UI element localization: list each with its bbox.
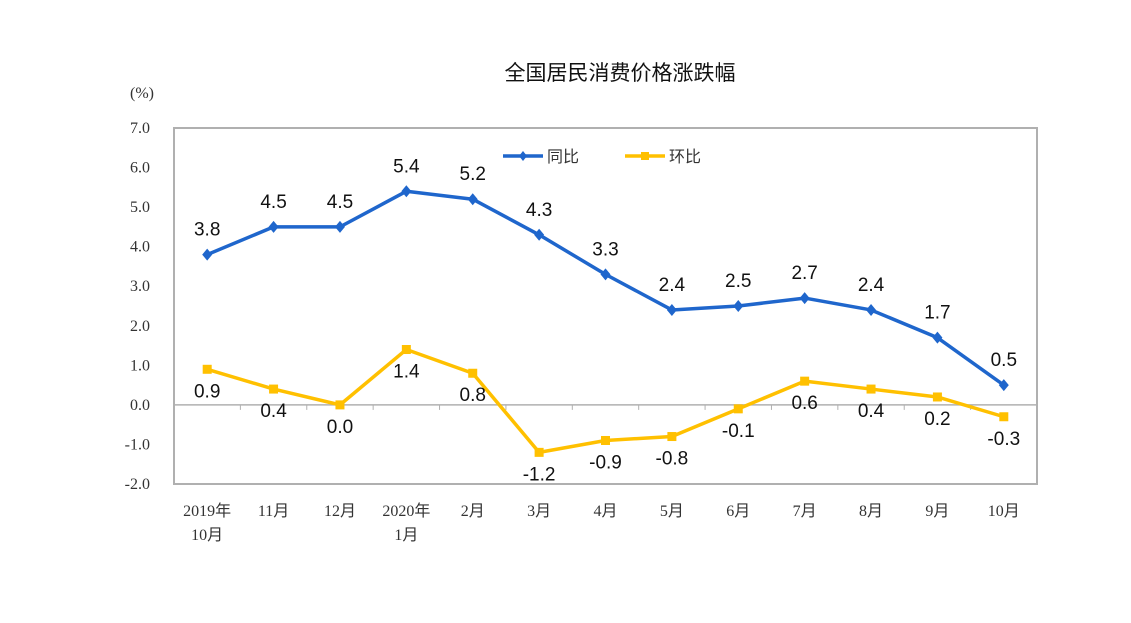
data-label: 0.2	[924, 409, 950, 430]
plot-area	[173, 127, 1038, 485]
data-point	[268, 220, 279, 233]
y-tick-label: -2.0	[125, 476, 150, 493]
data-point	[334, 220, 345, 233]
data-label: 0.4	[858, 401, 885, 422]
y-tick-label: 3.0	[130, 278, 150, 295]
x-tick-label: 11月	[258, 503, 289, 520]
data-point	[666, 303, 677, 316]
y-tick-label: 7.0	[130, 120, 150, 137]
data-point	[667, 432, 677, 442]
x-tick-label: 5月	[660, 503, 684, 520]
data-point	[534, 228, 545, 241]
data-point	[998, 379, 1009, 392]
data-label: 3.3	[592, 239, 618, 260]
data-point	[733, 404, 743, 414]
data-point	[800, 376, 810, 386]
x-tick-label: 9月	[925, 503, 949, 520]
data-label: 0.5	[991, 350, 1017, 371]
legend-marker	[641, 152, 649, 160]
data-label: 4.5	[260, 192, 286, 213]
x-tick-label: 3月	[527, 503, 551, 520]
y-tick-label: 1.0	[130, 357, 150, 374]
data-label: 0.4	[260, 401, 287, 422]
x-tick-label: 8月	[859, 503, 883, 520]
data-point	[799, 292, 810, 305]
series-line-0	[206, 189, 1005, 387]
data-label: 5.4	[393, 156, 420, 177]
data-label: -0.9	[589, 452, 622, 473]
data-point	[601, 435, 610, 445]
data-label: 5.2	[460, 164, 486, 185]
legend-label: 同比	[547, 147, 579, 166]
y-tick-label: 6.0	[130, 160, 150, 177]
data-label: 4.5	[327, 192, 353, 213]
x-tick-label: 12月	[324, 503, 356, 520]
data-label: -0.8	[656, 449, 689, 470]
data-point	[534, 447, 544, 457]
y-axis-unit: (%)	[130, 85, 154, 102]
x-tick-label: 2月	[461, 503, 485, 520]
data-label: 1.4	[393, 362, 420, 383]
data-label: 0.6	[791, 393, 817, 414]
x-tick-label: 2019年 10月	[183, 502, 231, 544]
x-tick-label: 7月	[793, 503, 817, 520]
data-point	[733, 300, 744, 312]
data-label: 0.8	[460, 385, 486, 406]
data-point	[467, 193, 478, 206]
data-label: 0.0	[327, 417, 353, 438]
y-tick-label: 2.0	[130, 318, 150, 335]
data-point	[202, 248, 213, 261]
data-label: 2.7	[791, 263, 817, 284]
data-point	[335, 400, 345, 410]
y-tick-label: 0.0	[130, 397, 150, 414]
data-point	[401, 185, 412, 198]
data-point	[866, 303, 877, 316]
data-label: -0.3	[987, 429, 1020, 450]
data-label: -0.1	[722, 421, 755, 442]
data-label: 1.7	[924, 303, 950, 324]
data-point	[269, 384, 279, 394]
x-tick-label: 6月	[726, 503, 750, 520]
data-point	[202, 364, 212, 374]
y-tick-label: -1.0	[125, 436, 150, 453]
data-label: -1.2	[523, 464, 556, 485]
data-label: 2.4	[659, 275, 686, 296]
data-label: 2.4	[858, 275, 885, 296]
x-tick-label: 2020年 1月	[382, 502, 430, 544]
data-label: 4.3	[526, 200, 552, 221]
data-point	[401, 345, 411, 355]
y-tick-label: 4.0	[130, 239, 150, 256]
data-point	[866, 384, 876, 394]
y-tick-label: 5.0	[130, 199, 150, 216]
data-point	[468, 368, 478, 378]
data-point	[932, 331, 943, 344]
legend-label: 环比	[669, 147, 701, 166]
data-point	[600, 268, 611, 281]
x-tick-label: 10月	[988, 503, 1020, 520]
data-label: 2.5	[725, 271, 751, 292]
data-label: 3.8	[194, 220, 220, 241]
chart-title: 全国居民消费价格涨跌幅	[505, 61, 736, 85]
x-tick-label: 4月	[593, 503, 617, 520]
data-label: 0.9	[194, 381, 220, 402]
data-point	[999, 412, 1009, 422]
data-point	[932, 392, 942, 402]
legend-marker	[519, 151, 527, 161]
